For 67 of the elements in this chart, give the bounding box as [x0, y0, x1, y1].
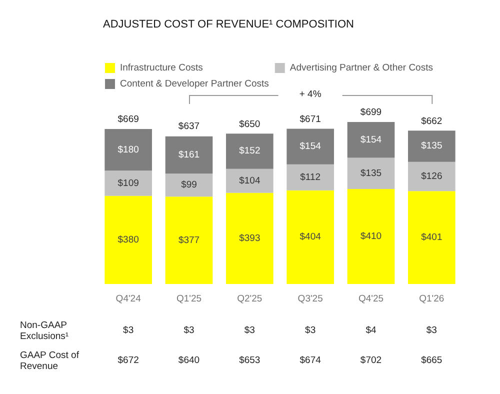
text: $3 [305, 325, 316, 336]
data-label: $135 [360, 168, 382, 179]
legend-label: Advertising Partner & Other Costs [290, 62, 434, 74]
bar [104, 128, 152, 171]
text: $3 [244, 325, 255, 336]
total-label: $662 [421, 116, 442, 127]
bar [347, 188, 395, 284]
data-label: $112 [300, 172, 321, 183]
data-label: $135 [421, 140, 442, 152]
data-label: $404 [300, 232, 321, 243]
bar [104, 196, 152, 284]
data-label: $180 [118, 144, 139, 156]
legend-label: Infrastructure Costs [120, 62, 204, 74]
data-label: $410 [360, 230, 382, 242]
text: $3 [426, 325, 437, 336]
bar [226, 168, 274, 193]
text: $665 [421, 355, 442, 366]
x-tick-label: Q1'26 [419, 294, 444, 304]
text: $653 [239, 355, 260, 366]
bar [165, 174, 213, 197]
text: GAAP Cost of Revenue [20, 350, 80, 372]
bar [408, 191, 456, 284]
x-tick-label: Q4'25 [358, 294, 384, 304]
total-label: $669 [118, 114, 139, 125]
bar [165, 136, 213, 174]
data-label: $393 [239, 232, 260, 244]
text: $672 [118, 355, 139, 366]
data-label: $401 [421, 232, 442, 244]
data-label: $109 [118, 178, 139, 189]
total-label: $671 [300, 114, 321, 125]
total-label: $699 [360, 107, 382, 118]
data-label: $152 [239, 146, 260, 157]
total-label: $637 [178, 121, 200, 132]
bar [226, 192, 274, 284]
bar [286, 164, 334, 190]
data-label: $380 [118, 234, 139, 246]
x-tick-label: Q4'24 [116, 294, 141, 304]
bar [347, 158, 395, 189]
data-label: $104 [239, 175, 260, 186]
x-tick-label: Q1'25 [176, 294, 202, 304]
x-tick-label: Q3'25 [298, 294, 323, 304]
text: $3 [123, 325, 134, 336]
data-label: $154 [360, 134, 382, 146]
bar [165, 196, 213, 284]
bar [347, 122, 395, 158]
x-tick-label: Q2'25 [237, 294, 262, 304]
data-label: $154 [300, 141, 321, 152]
text: $640 [178, 355, 200, 366]
legend-label: Content & Developer Partner Costs [120, 78, 270, 90]
bar [408, 162, 456, 192]
chart-title: ADJUSTED COST OF REVENUE¹ COMPOSITION [103, 18, 354, 30]
bar [226, 134, 274, 169]
text: + 4% [299, 89, 322, 100]
data-label: $126 [421, 170, 442, 182]
data-label: $377 [178, 234, 200, 246]
total-label: $650 [239, 118, 260, 130]
bar [286, 190, 334, 284]
text: $3 [184, 325, 194, 336]
data-label: $99 [181, 180, 197, 191]
text: $702 [360, 355, 382, 366]
text: $4 [366, 325, 376, 336]
data-label: $161 [178, 150, 200, 161]
bar [286, 128, 334, 164]
bar [104, 170, 152, 196]
bar [408, 130, 456, 162]
text: Non-GAAP Exclusions¹ [20, 320, 70, 342]
text: $674 [300, 355, 321, 366]
